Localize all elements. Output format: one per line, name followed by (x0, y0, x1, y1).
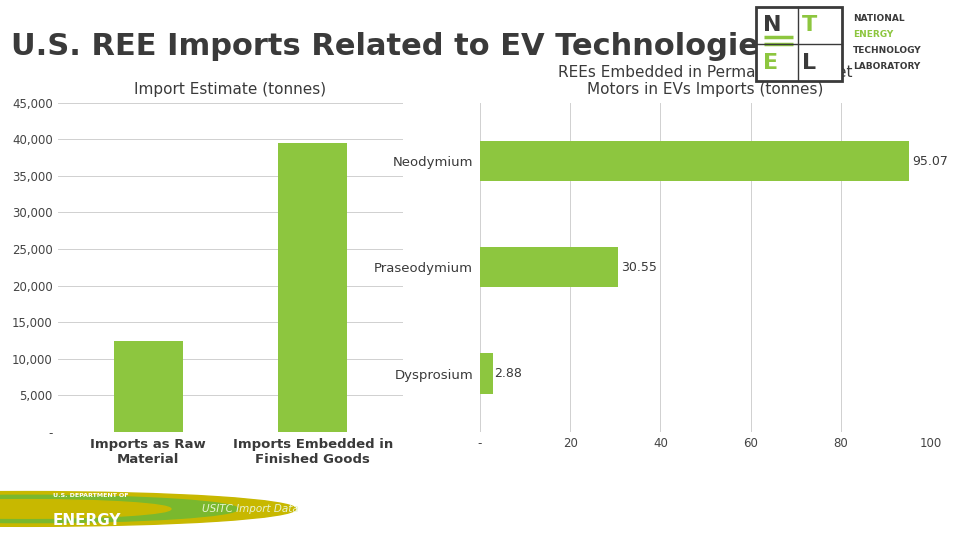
Text: LABORATORY: LABORATORY (852, 62, 920, 71)
Text: NATIONAL: NATIONAL (852, 14, 904, 23)
Text: E: E (763, 53, 778, 73)
Title: Import Estimate (tonnes): Import Estimate (tonnes) (134, 82, 326, 97)
Bar (756, 7, 842, 80)
Text: USITC Import Data: USITC Import Data (202, 504, 299, 514)
Bar (278, 143, 348, 432)
Text: U.S. DEPARTMENT OF: U.S. DEPARTMENT OF (53, 493, 129, 498)
Text: 10: 10 (909, 500, 936, 518)
Text: ENERGY: ENERGY (852, 30, 893, 39)
Title: REEs Embedded in Permanent Magnet
Motors in EVs Imports (tonnes): REEs Embedded in Permanent Magnet Motors… (559, 65, 852, 97)
Bar (480, 141, 909, 181)
Text: T: T (803, 15, 817, 35)
Bar (480, 353, 493, 394)
Text: 30.55: 30.55 (621, 261, 658, 274)
Circle shape (0, 495, 238, 523)
Text: TECHNOLOGY: TECHNOLOGY (852, 46, 922, 55)
Text: 95.07: 95.07 (913, 154, 948, 167)
Bar (480, 247, 618, 287)
Circle shape (0, 491, 296, 526)
Text: ENERGY: ENERGY (53, 512, 121, 528)
Text: 2.88: 2.88 (493, 367, 521, 380)
Text: L: L (803, 53, 816, 73)
Bar (113, 341, 182, 432)
Text: U.S. REE Imports Related to EV Technologies: U.S. REE Imports Related to EV Technolog… (12, 32, 778, 61)
Circle shape (0, 500, 171, 518)
Text: N: N (763, 15, 781, 35)
